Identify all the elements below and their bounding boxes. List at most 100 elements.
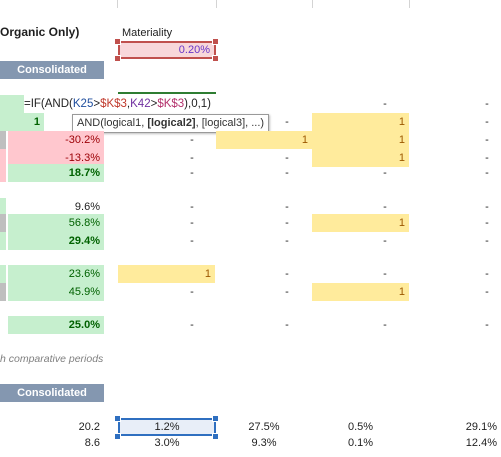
selected-range-top	[118, 92, 216, 95]
function-tooltip: AND(logical1, [logical2], [logical3], ..…	[72, 114, 270, 133]
value-cell[interactable]: 25.0%	[8, 316, 104, 334]
cell-dash[interactable]: -	[485, 286, 489, 298]
cell-dash[interactable]: -	[285, 319, 289, 331]
row-fill	[0, 131, 6, 149]
formula-suffix: ),0,1)	[184, 98, 212, 110]
tooltip-text: , [logical3], ...)	[195, 117, 265, 129]
row-fill	[0, 164, 6, 182]
cell-dash[interactable]: -	[485, 116, 489, 128]
range-handle[interactable]	[212, 55, 219, 62]
formula-comma: ,	[126, 98, 131, 110]
cell-dash[interactable]: -	[190, 152, 194, 164]
row-fill	[0, 265, 6, 283]
cell-dash[interactable]: -	[285, 235, 289, 247]
value-cell[interactable]: 27.5%	[248, 421, 280, 433]
row-fill	[0, 214, 6, 232]
value-cell[interactable]: 3.0%	[154, 437, 180, 449]
column-divider	[117, 0, 118, 8]
cell-dash[interactable]: -	[190, 319, 194, 331]
flag-cell[interactable]: 1	[118, 265, 215, 283]
column-divider	[216, 0, 217, 8]
cell-dash[interactable]: -	[190, 201, 194, 213]
formula-edit[interactable]: =IF(AND(K25>$K$3,K42>$K$3),0,1)	[24, 95, 211, 113]
flag-cell[interactable]: 1	[312, 131, 409, 149]
flag-cell[interactable]: 1	[312, 113, 409, 131]
cell-dash[interactable]: -	[285, 268, 289, 280]
cell-dash[interactable]: -	[190, 167, 194, 179]
cell-dash[interactable]: -	[485, 201, 489, 213]
ref-k3-2: $K$3	[157, 98, 185, 110]
value-cell[interactable]: -13.3%	[8, 149, 104, 167]
value-cell[interactable]: 29.4%	[8, 232, 104, 250]
row-fill	[0, 149, 6, 167]
cell-dash[interactable]: -	[485, 268, 489, 280]
row-fill	[0, 232, 6, 250]
range-handle[interactable]	[114, 55, 121, 62]
selection-handle[interactable]	[212, 433, 219, 440]
cell-dash[interactable]: -	[383, 201, 387, 213]
value-cell[interactable]: 9.6%	[74, 201, 100, 213]
section-title[interactable]: Organic Only)	[0, 25, 80, 39]
value-cell[interactable]: 1	[0, 113, 44, 131]
value-cell[interactable]: 9.3%	[251, 437, 277, 449]
value-cell[interactable]: -30.2%	[8, 131, 104, 149]
value-cell[interactable]: 8.6	[84, 437, 100, 449]
cell-dash[interactable]: -	[485, 167, 489, 179]
value-cell[interactable]: 45.9%	[8, 283, 104, 301]
cell-dash[interactable]: -	[190, 286, 194, 298]
row-fill	[0, 283, 6, 301]
cell-dash[interactable]: -	[190, 217, 194, 229]
cell-dash[interactable]: -	[485, 98, 489, 110]
flag-cell[interactable]: 1	[312, 149, 409, 167]
cell-dash[interactable]: -	[383, 235, 387, 247]
formula-cell-fill[interactable]	[0, 95, 24, 113]
value-cell[interactable]: 20.2	[78, 421, 100, 433]
cell-dash[interactable]: -	[383, 319, 387, 331]
cell-dash[interactable]: -	[285, 201, 289, 213]
cell-dash[interactable]: -	[285, 167, 289, 179]
range-handle[interactable]	[212, 38, 219, 45]
cell-dash[interactable]: -	[285, 116, 289, 128]
cell-dash[interactable]: -	[383, 167, 387, 179]
cell-dash[interactable]: -	[485, 152, 489, 164]
materiality-label[interactable]: Materiality	[122, 27, 173, 39]
value-cell[interactable]: 12.4%	[465, 437, 497, 449]
value-cell[interactable]: 0.1%	[347, 437, 374, 449]
ref-k42: K42	[130, 98, 151, 110]
row-fill	[0, 198, 6, 216]
cell-dash[interactable]: -	[485, 217, 489, 229]
cell-dash[interactable]: -	[285, 152, 289, 164]
column-divider	[312, 0, 313, 8]
cell-dash[interactable]: -	[485, 319, 489, 331]
comparative-note[interactable]: h comparative periods	[0, 353, 104, 365]
tooltip-active-arg: [logical2]	[147, 117, 196, 129]
ref-k3: $K$3	[100, 98, 127, 110]
materiality-value-cell[interactable]: 0.20%	[118, 41, 216, 59]
flag-cell[interactable]: 1	[312, 214, 409, 232]
value-cell[interactable]: 0.5%	[347, 421, 374, 433]
cell-dash[interactable]: -	[485, 134, 489, 146]
cell-dash[interactable]: -	[190, 134, 194, 146]
ref-k25: K25	[72, 98, 94, 110]
value-cell[interactable]: 56.8%	[8, 214, 104, 232]
selection-handle[interactable]	[114, 433, 121, 440]
flag-cell[interactable]: 1	[312, 283, 409, 301]
cell-dash[interactable]: -	[285, 286, 289, 298]
cell-dash[interactable]: -	[190, 235, 194, 247]
cell-dash[interactable]: -	[485, 235, 489, 247]
consolidated-header[interactable]: Consolidated	[0, 384, 104, 402]
value-cell[interactable]: 23.6%	[8, 265, 104, 283]
cell-dash[interactable]: -	[285, 217, 289, 229]
range-handle[interactable]	[114, 38, 121, 45]
value-cell[interactable]: 29.1%	[465, 421, 497, 433]
active-cell[interactable]: 1.2%	[118, 418, 216, 436]
flag-cell[interactable]: 1	[216, 131, 312, 149]
formula-op: >	[93, 98, 101, 110]
consolidated-header[interactable]: Consolidated	[0, 61, 104, 79]
cell-dash[interactable]: -	[383, 268, 387, 280]
cell-dash[interactable]: -	[383, 98, 387, 110]
selection-handle[interactable]	[212, 415, 219, 422]
selection-handle[interactable]	[114, 415, 121, 422]
value-cell[interactable]: 18.7%	[8, 164, 104, 182]
